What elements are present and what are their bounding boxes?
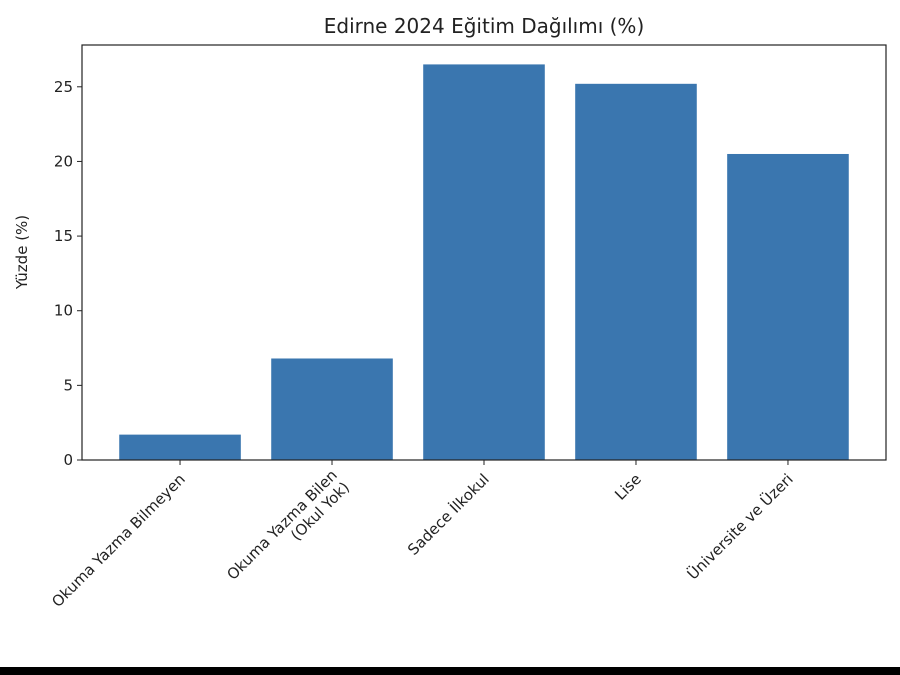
bar <box>423 64 545 461</box>
y-tick-label: 15 <box>54 227 73 245</box>
bar <box>271 358 393 460</box>
bar <box>727 153 849 460</box>
y-tick-label: 10 <box>54 302 73 320</box>
y-tick-label: 25 <box>54 78 73 96</box>
y-axis-label: Yüzde (%) <box>13 215 31 290</box>
y-tick-label: 0 <box>63 451 73 469</box>
bar <box>119 434 241 460</box>
chart-title: Edirne 2024 Eğitim Dağılımı (%) <box>324 14 645 38</box>
screen-edge <box>0 667 900 675</box>
y-tick-label: 5 <box>63 376 73 394</box>
plot-frame <box>81 44 887 461</box>
bar <box>575 83 697 460</box>
y-tick-label: 20 <box>54 152 73 170</box>
